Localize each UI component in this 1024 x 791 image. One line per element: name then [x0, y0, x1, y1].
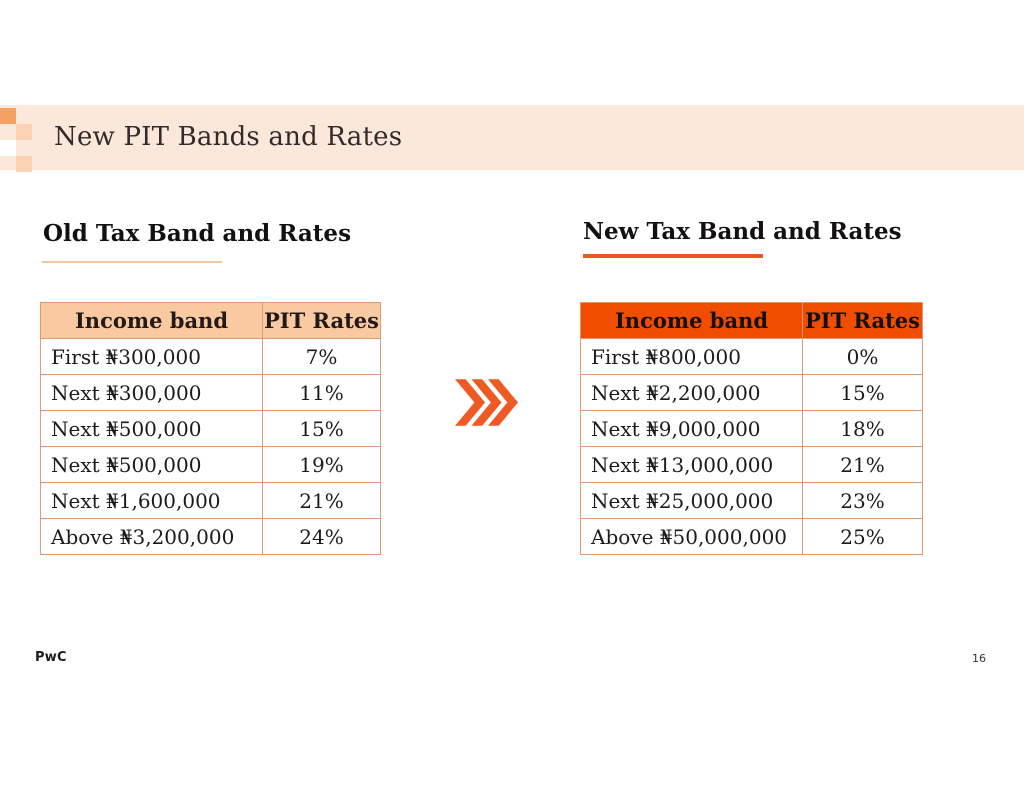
pit-rate-cell: 11%: [262, 374, 381, 411]
decor-square-white: [0, 140, 16, 156]
pit-rate-cell: 15%: [802, 374, 923, 411]
pit-rate-cell: 7%: [262, 338, 381, 375]
pit-rate-cell: 15%: [262, 410, 381, 447]
pit-rate-cell: 21%: [262, 482, 381, 519]
table-row: Next ₦500,000 15%: [40, 410, 381, 447]
pit-rate-cell: 24%: [262, 518, 381, 555]
new-tax-table: Income band PIT Rates First ₦800,000 0% …: [580, 302, 923, 555]
pwc-logo: PwC: [35, 650, 67, 665]
new-heading-underline: [583, 254, 763, 258]
page-number: 16: [972, 652, 986, 665]
pit-rate-cell: 0%: [802, 338, 923, 375]
income-band-cell: First ₦300,000: [40, 338, 263, 375]
column-header-income-band: Income band: [40, 302, 263, 339]
income-band-cell: Above ₦3,200,000: [40, 518, 263, 555]
table-row: Above ₦3,200,000 24%: [40, 518, 381, 555]
table-row: Next ₦300,000 11%: [40, 374, 381, 411]
table-row: Next ₦1,600,000 21%: [40, 482, 381, 519]
pit-rate-cell: 18%: [802, 410, 923, 447]
table-row: Next ₦25,000,000 23%: [580, 482, 923, 519]
income-band-cell: Next ₦25,000,000: [580, 482, 803, 519]
table-row: First ₦300,000 7%: [40, 338, 381, 375]
table-row: First ₦800,000 0%: [580, 338, 923, 375]
old-tax-table: Income band PIT Rates First ₦300,000 7% …: [40, 302, 381, 555]
new-section-heading: New Tax Band and Rates: [583, 218, 902, 245]
table-row: Next ₦13,000,000 21%: [580, 446, 923, 483]
column-header-income-band: Income band: [580, 302, 803, 339]
old-section-heading: Old Tax Band and Rates: [43, 220, 352, 247]
decor-square-light: [16, 124, 32, 140]
income-band-cell: Next ₦300,000: [40, 374, 263, 411]
old-heading-underline: [42, 261, 222, 263]
income-band-cell: First ₦800,000: [580, 338, 803, 375]
income-band-cell: Next ₦2,200,000: [580, 374, 803, 411]
table-row: Next ₦9,000,000 18%: [580, 410, 923, 447]
decor-square-dark: [0, 108, 16, 124]
table-header-row: Income band PIT Rates: [580, 302, 923, 339]
income-band-cell: Next ₦13,000,000: [580, 446, 803, 483]
page-title: New PIT Bands and Rates: [54, 122, 403, 152]
income-band-cell: Next ₦9,000,000: [580, 410, 803, 447]
title-band: [0, 105, 1024, 170]
pit-rate-cell: 25%: [802, 518, 923, 555]
table-row: Next ₦500,000 19%: [40, 446, 381, 483]
income-band-cell: Above ₦50,000,000: [580, 518, 803, 555]
column-header-pit-rates: PIT Rates: [802, 302, 923, 339]
income-band-cell: Next ₦500,000: [40, 410, 263, 447]
income-band-cell: Next ₦500,000: [40, 446, 263, 483]
pit-rate-cell: 23%: [802, 482, 923, 519]
income-band-cell: Next ₦1,600,000: [40, 482, 263, 519]
pit-rate-cell: 21%: [802, 446, 923, 483]
column-header-pit-rates: PIT Rates: [262, 302, 381, 339]
table-header-row: Income band PIT Rates: [40, 302, 381, 339]
triple-chevron-right-icon: [455, 379, 519, 426]
table-row: Above ₦50,000,000 25%: [580, 518, 923, 555]
table-row: Next ₦2,200,000 15%: [580, 374, 923, 411]
pit-rate-cell: 19%: [262, 446, 381, 483]
decor-square-light: [16, 156, 32, 172]
